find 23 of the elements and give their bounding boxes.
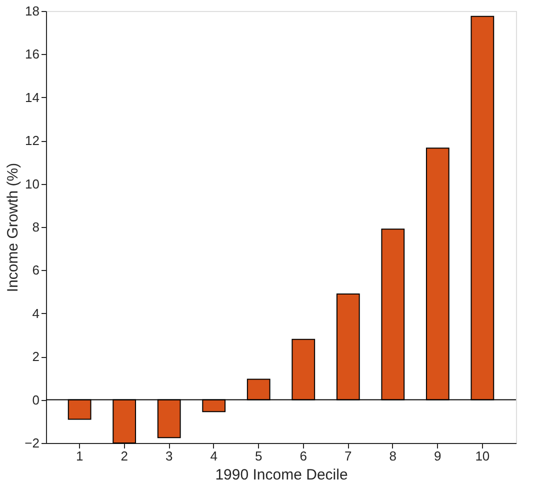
y-tick-label: 0 [32, 392, 40, 408]
y-tick-label: −2 [24, 436, 40, 450]
x-tick-label: 5 [255, 448, 262, 464]
y-tick-label: 2 [32, 349, 40, 364]
y-tick-label: 6 [32, 262, 40, 278]
x-tick-label: 3 [165, 448, 173, 464]
y-tick-label: 12 [25, 133, 40, 148]
x-axis-title: 1990 Income Decile [215, 466, 348, 484]
x-tick-label: 1 [76, 448, 84, 464]
x-tick-label: 9 [434, 448, 442, 464]
x-tick-label: 4 [210, 448, 218, 464]
y-tick-label: 4 [32, 306, 40, 321]
x-tick-label: 6 [300, 448, 307, 464]
x-tick-label: 8 [389, 448, 397, 464]
y-tick-label: 14 [25, 90, 40, 105]
y-tick-label: 16 [25, 46, 40, 62]
x-tick-label: 10 [475, 448, 490, 464]
x-tick-label: 2 [120, 448, 128, 464]
x-tick-label: 7 [344, 448, 352, 464]
y-tick-label: 8 [32, 220, 40, 234]
y-tick-label: 18 [25, 4, 40, 18]
y-axis-title: Income Growth (%) [4, 162, 22, 292]
y-tick-label: 10 [25, 176, 40, 192]
